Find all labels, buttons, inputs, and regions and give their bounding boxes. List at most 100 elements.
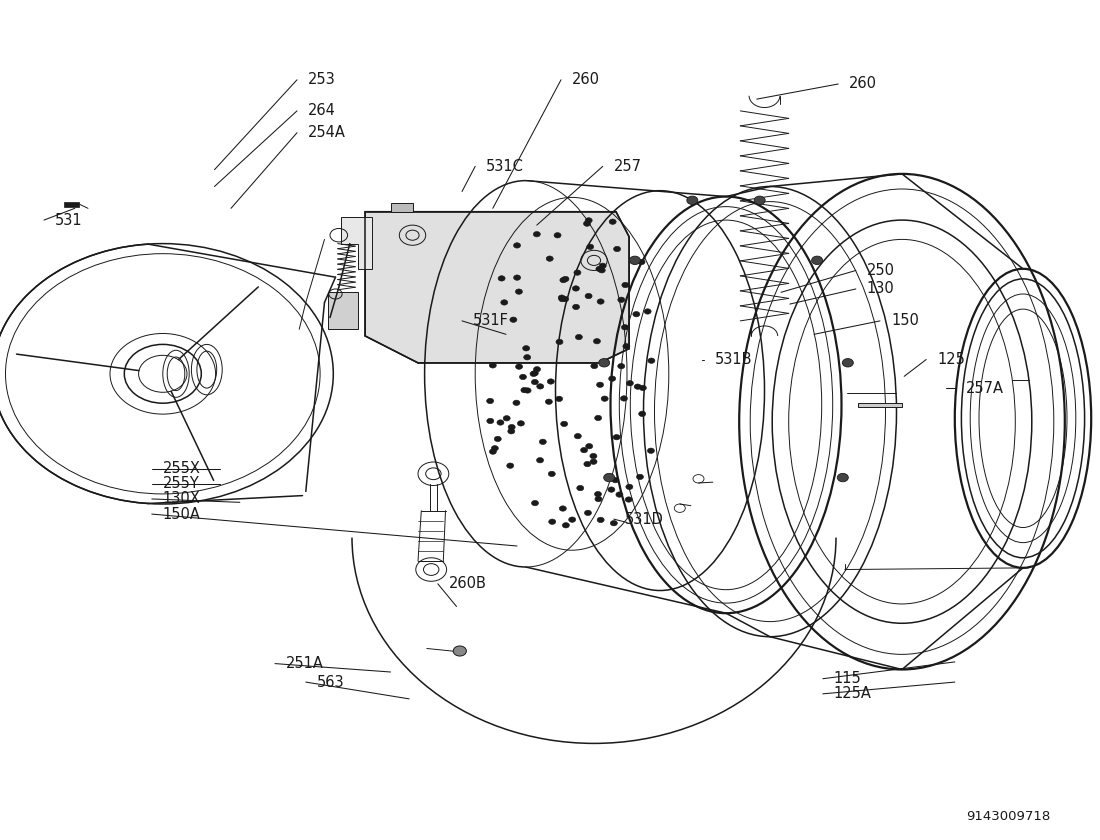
Circle shape (686, 196, 697, 204)
Circle shape (609, 219, 616, 224)
Circle shape (645, 309, 651, 314)
Circle shape (584, 461, 591, 467)
Text: 9143009718: 9143009718 (966, 810, 1050, 823)
Circle shape (598, 359, 609, 367)
Text: 255Y: 255Y (163, 476, 199, 491)
Text: 251A: 251A (286, 656, 323, 671)
Circle shape (585, 218, 592, 223)
Text: 531B: 531B (715, 352, 752, 367)
Circle shape (524, 354, 530, 360)
Text: 260: 260 (849, 76, 877, 92)
Circle shape (629, 256, 640, 265)
Circle shape (531, 370, 538, 375)
Circle shape (608, 487, 615, 492)
Circle shape (539, 439, 547, 444)
Circle shape (626, 381, 634, 386)
Circle shape (490, 363, 496, 368)
Circle shape (559, 506, 566, 512)
Text: 260: 260 (572, 72, 600, 87)
Circle shape (595, 496, 602, 501)
Circle shape (584, 510, 592, 516)
Circle shape (576, 486, 584, 491)
Circle shape (492, 445, 498, 451)
Text: 531F: 531F (473, 313, 509, 328)
Circle shape (618, 364, 625, 369)
Circle shape (618, 297, 625, 302)
Circle shape (632, 312, 640, 317)
Text: 253: 253 (308, 72, 336, 87)
Circle shape (612, 477, 619, 483)
Text: 531: 531 (55, 213, 82, 228)
Circle shape (556, 339, 563, 344)
Circle shape (574, 433, 581, 438)
Circle shape (590, 454, 597, 459)
Circle shape (594, 491, 602, 496)
Circle shape (558, 295, 565, 301)
Circle shape (514, 243, 520, 248)
Circle shape (510, 317, 517, 323)
Circle shape (517, 421, 525, 426)
Text: 257A: 257A (966, 381, 1004, 396)
Circle shape (610, 521, 617, 526)
Text: 264: 264 (308, 103, 336, 118)
Circle shape (548, 471, 556, 476)
Circle shape (621, 324, 628, 330)
Circle shape (487, 418, 494, 423)
Circle shape (559, 297, 565, 302)
Text: 250: 250 (867, 263, 894, 278)
Circle shape (561, 421, 568, 427)
Circle shape (593, 339, 601, 344)
Circle shape (604, 474, 615, 482)
Circle shape (621, 282, 629, 288)
Circle shape (508, 424, 515, 430)
Circle shape (812, 256, 823, 265)
Text: 150: 150 (891, 313, 918, 328)
Circle shape (575, 334, 582, 339)
Circle shape (507, 463, 514, 469)
Text: 260B: 260B (449, 576, 486, 591)
Circle shape (516, 364, 522, 370)
Circle shape (598, 268, 605, 273)
Circle shape (591, 364, 597, 369)
Circle shape (562, 276, 569, 281)
Circle shape (524, 388, 531, 393)
Text: 531D: 531D (625, 512, 663, 527)
Polygon shape (64, 202, 79, 207)
Circle shape (585, 444, 593, 449)
Circle shape (755, 196, 766, 204)
Circle shape (623, 344, 630, 349)
Text: 150A: 150A (163, 507, 200, 522)
Circle shape (513, 400, 520, 406)
Text: 115: 115 (834, 671, 861, 686)
Circle shape (537, 458, 543, 463)
Circle shape (514, 275, 520, 281)
Circle shape (595, 415, 602, 421)
Circle shape (519, 375, 527, 380)
Circle shape (597, 517, 604, 522)
Circle shape (614, 246, 620, 252)
Circle shape (583, 221, 591, 226)
Polygon shape (341, 217, 372, 269)
Circle shape (637, 475, 644, 480)
Text: 125: 125 (937, 352, 965, 367)
Circle shape (500, 300, 508, 305)
Circle shape (837, 474, 848, 482)
Circle shape (635, 384, 641, 390)
Text: 130X: 130X (163, 491, 200, 507)
Circle shape (516, 289, 522, 294)
Circle shape (574, 270, 581, 276)
Text: 563: 563 (317, 675, 344, 690)
Circle shape (585, 293, 592, 299)
Circle shape (586, 244, 594, 249)
Circle shape (498, 276, 505, 281)
Circle shape (490, 449, 496, 454)
Polygon shape (328, 292, 358, 329)
Circle shape (608, 376, 616, 381)
Circle shape (590, 459, 597, 465)
Circle shape (508, 428, 515, 434)
Circle shape (549, 519, 556, 524)
Polygon shape (390, 203, 412, 212)
Circle shape (556, 396, 562, 402)
Circle shape (572, 304, 580, 310)
Circle shape (620, 396, 627, 402)
